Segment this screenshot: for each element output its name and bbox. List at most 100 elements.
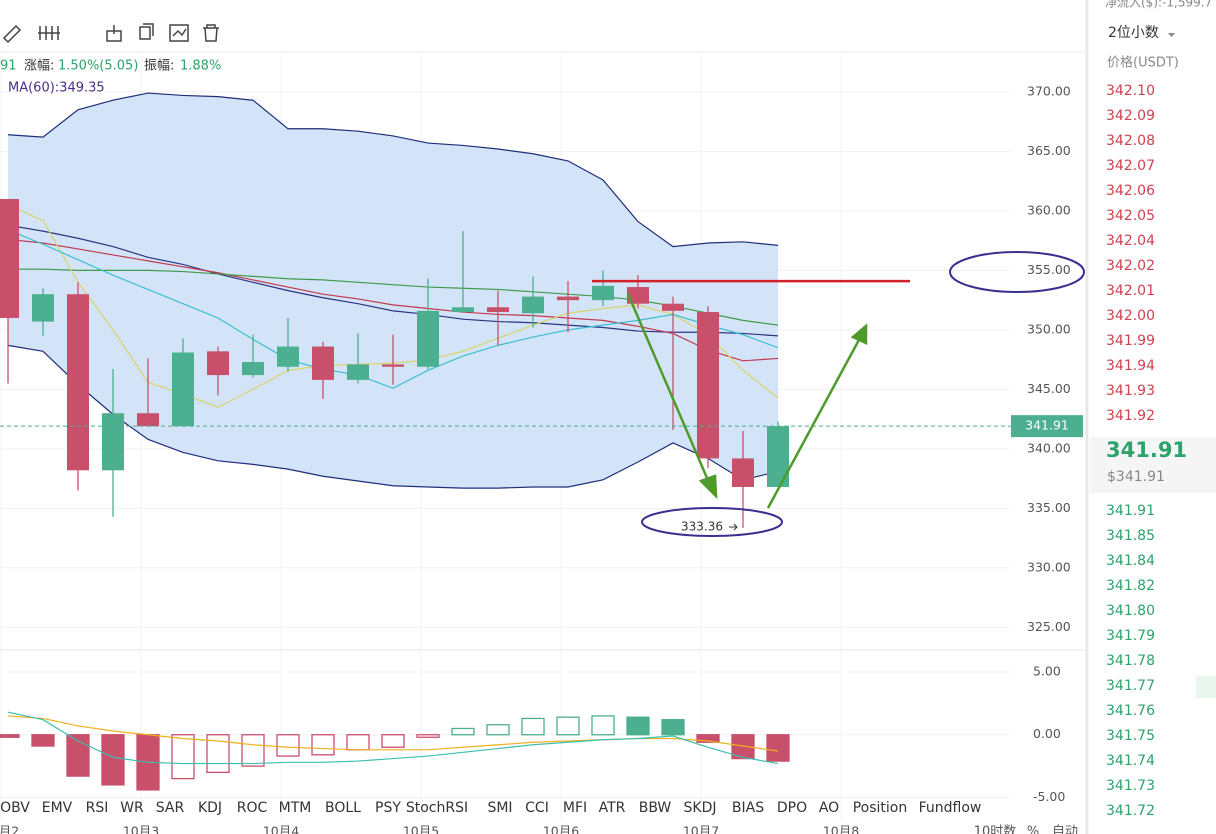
- ask-price: 341.94: [1106, 358, 1155, 374]
- indicator-icon[interactable]: [38, 26, 60, 40]
- macd-line: [7, 711, 779, 765]
- info-label: 振幅:: [144, 59, 174, 74]
- y-tick-label: 350.00: [1027, 321, 1071, 336]
- macd-bar: [696, 734, 720, 743]
- bid-price: 341.77: [1106, 678, 1155, 694]
- annotation-arrows: [626, 293, 868, 509]
- ma-line: [7, 224, 779, 337]
- ask-price: 342.04: [1106, 233, 1155, 249]
- indicator-tab[interactable]: StochRSI: [406, 800, 468, 816]
- candle-body: [0, 198, 19, 318]
- bid-price: 341.75: [1106, 728, 1155, 744]
- ask-price: 342.08: [1106, 133, 1155, 149]
- bid-price: 341.78: [1106, 653, 1155, 669]
- candle-body: [67, 294, 89, 471]
- candle-body: [172, 352, 194, 427]
- dropdown-caret[interactable]: [1168, 33, 1175, 37]
- indicator-tab[interactable]: EMV: [42, 800, 73, 816]
- info-value: 1.50%(5.05): [58, 59, 138, 74]
- indicator-tab[interactable]: KDJ: [198, 800, 222, 816]
- x-tick-label: 10月7: [683, 824, 719, 834]
- bid-price: 341.73: [1106, 778, 1155, 794]
- macd-bar: [206, 734, 230, 774]
- footer-control[interactable]: 10时数: [974, 825, 1017, 834]
- macd-bar: [276, 734, 300, 757]
- indicator-tab[interactable]: BIAS: [732, 800, 764, 816]
- macd-bar: [486, 724, 510, 736]
- order-book: 342.10 342.09 342.08 342.07 342.06 342.05 342.…: [1106, 83, 1155, 819]
- macd-bar: [31, 734, 55, 747]
- macd-bar: [66, 734, 90, 777]
- price-pane: 341.91: [0, 92, 1085, 528]
- candle-body: [382, 364, 404, 367]
- candle-body: [627, 287, 649, 304]
- macd-bar: [521, 717, 545, 736]
- macd-line: [7, 715, 779, 752]
- macd-bar: [661, 719, 685, 736]
- indicator-tab[interactable]: OBV: [0, 800, 30, 816]
- indicator-tab[interactable]: MFI: [563, 800, 587, 816]
- layout-icon[interactable]: [169, 24, 189, 42]
- arrow: [626, 293, 712, 486]
- macd-bar: [101, 734, 125, 786]
- last-price-tag: [1011, 415, 1083, 438]
- bid-price: 341.85: [1106, 528, 1155, 544]
- arrowhead: [698, 474, 718, 500]
- indicator-tab[interactable]: SKDJ: [684, 800, 717, 816]
- bid-price: 341.76: [1106, 703, 1155, 719]
- indicator-tab[interactable]: BBW: [639, 800, 672, 816]
- indicator-tab[interactable]: PSY: [375, 800, 401, 816]
- indicator-tab[interactable]: ATR: [599, 800, 626, 816]
- indicator-tab[interactable]: DPO: [777, 800, 807, 816]
- ask-price: 342.01: [1106, 283, 1155, 299]
- ruler-icon[interactable]: [2, 24, 22, 44]
- ask-price: 342.10: [1106, 83, 1155, 99]
- indicator-tab[interactable]: AO: [819, 800, 839, 816]
- macd-bar: [416, 734, 440, 738]
- candle-body: [557, 296, 579, 301]
- copy-icon[interactable]: [139, 23, 154, 40]
- lock-icon[interactable]: [106, 25, 122, 42]
- footer-control[interactable]: %: [1027, 825, 1039, 834]
- indicator-tab[interactable]: MTM: [279, 800, 312, 816]
- candle-body: [102, 413, 124, 471]
- ask-price: 341.93: [1106, 383, 1155, 399]
- candle-body: [242, 362, 264, 376]
- candle-body: [522, 296, 544, 314]
- y-tick-label: 345.00: [1027, 381, 1071, 396]
- macd-bar: [556, 716, 580, 736]
- candle-body: [452, 307, 474, 313]
- net-inflow: 净流入($):-1,599.7: [1105, 0, 1212, 10]
- bid-price: 341.80: [1106, 603, 1155, 619]
- decimals-select[interactable]: 2位小数: [1108, 25, 1159, 41]
- indicator-tab[interactable]: Position: [853, 800, 908, 816]
- candle-body: [592, 285, 614, 301]
- indicator-tab[interactable]: Fundflow: [919, 800, 982, 816]
- ask-price: 341.99: [1106, 333, 1155, 349]
- indicator-tab[interactable]: RSI: [86, 800, 109, 816]
- candle-body: [697, 312, 719, 459]
- indicator-tab[interactable]: WR: [120, 800, 144, 816]
- annotation-ellipse: [641, 507, 783, 537]
- ask-price: 342.09: [1106, 108, 1155, 124]
- macd-bar: [241, 734, 265, 767]
- delete-icon[interactable]: [203, 24, 219, 42]
- column-header: 价格(USDT): [1107, 55, 1179, 71]
- toolbar[interactable]: [2, 23, 219, 44]
- ma-label: MA(60):349.35: [8, 81, 105, 96]
- macd-bar: [0, 734, 20, 738]
- bid-price: 341.82: [1106, 578, 1155, 594]
- x-tick-label: 10月4: [263, 824, 299, 834]
- indicator-tab[interactable]: CCI: [525, 800, 549, 816]
- indicator-tab[interactable]: BOLL: [325, 800, 361, 816]
- ask-price: 341.92: [1106, 408, 1155, 424]
- footer-control[interactable]: 自动: [1052, 825, 1078, 834]
- indicator-tab[interactable]: SMI: [487, 800, 512, 816]
- candle-body: [347, 364, 369, 380]
- indicator-tab[interactable]: ROC: [237, 800, 268, 816]
- low-label: 333.36: [681, 520, 723, 534]
- y-tick-label: 330.00: [1027, 559, 1071, 574]
- y-tick-label: 370.00: [1027, 83, 1071, 98]
- indicator-tabs: OBV EMV RSI WR SAR KDJ ROC MTM BOLL PSY StochRSI SM…: [0, 800, 981, 816]
- indicator-tab[interactable]: SAR: [156, 800, 185, 816]
